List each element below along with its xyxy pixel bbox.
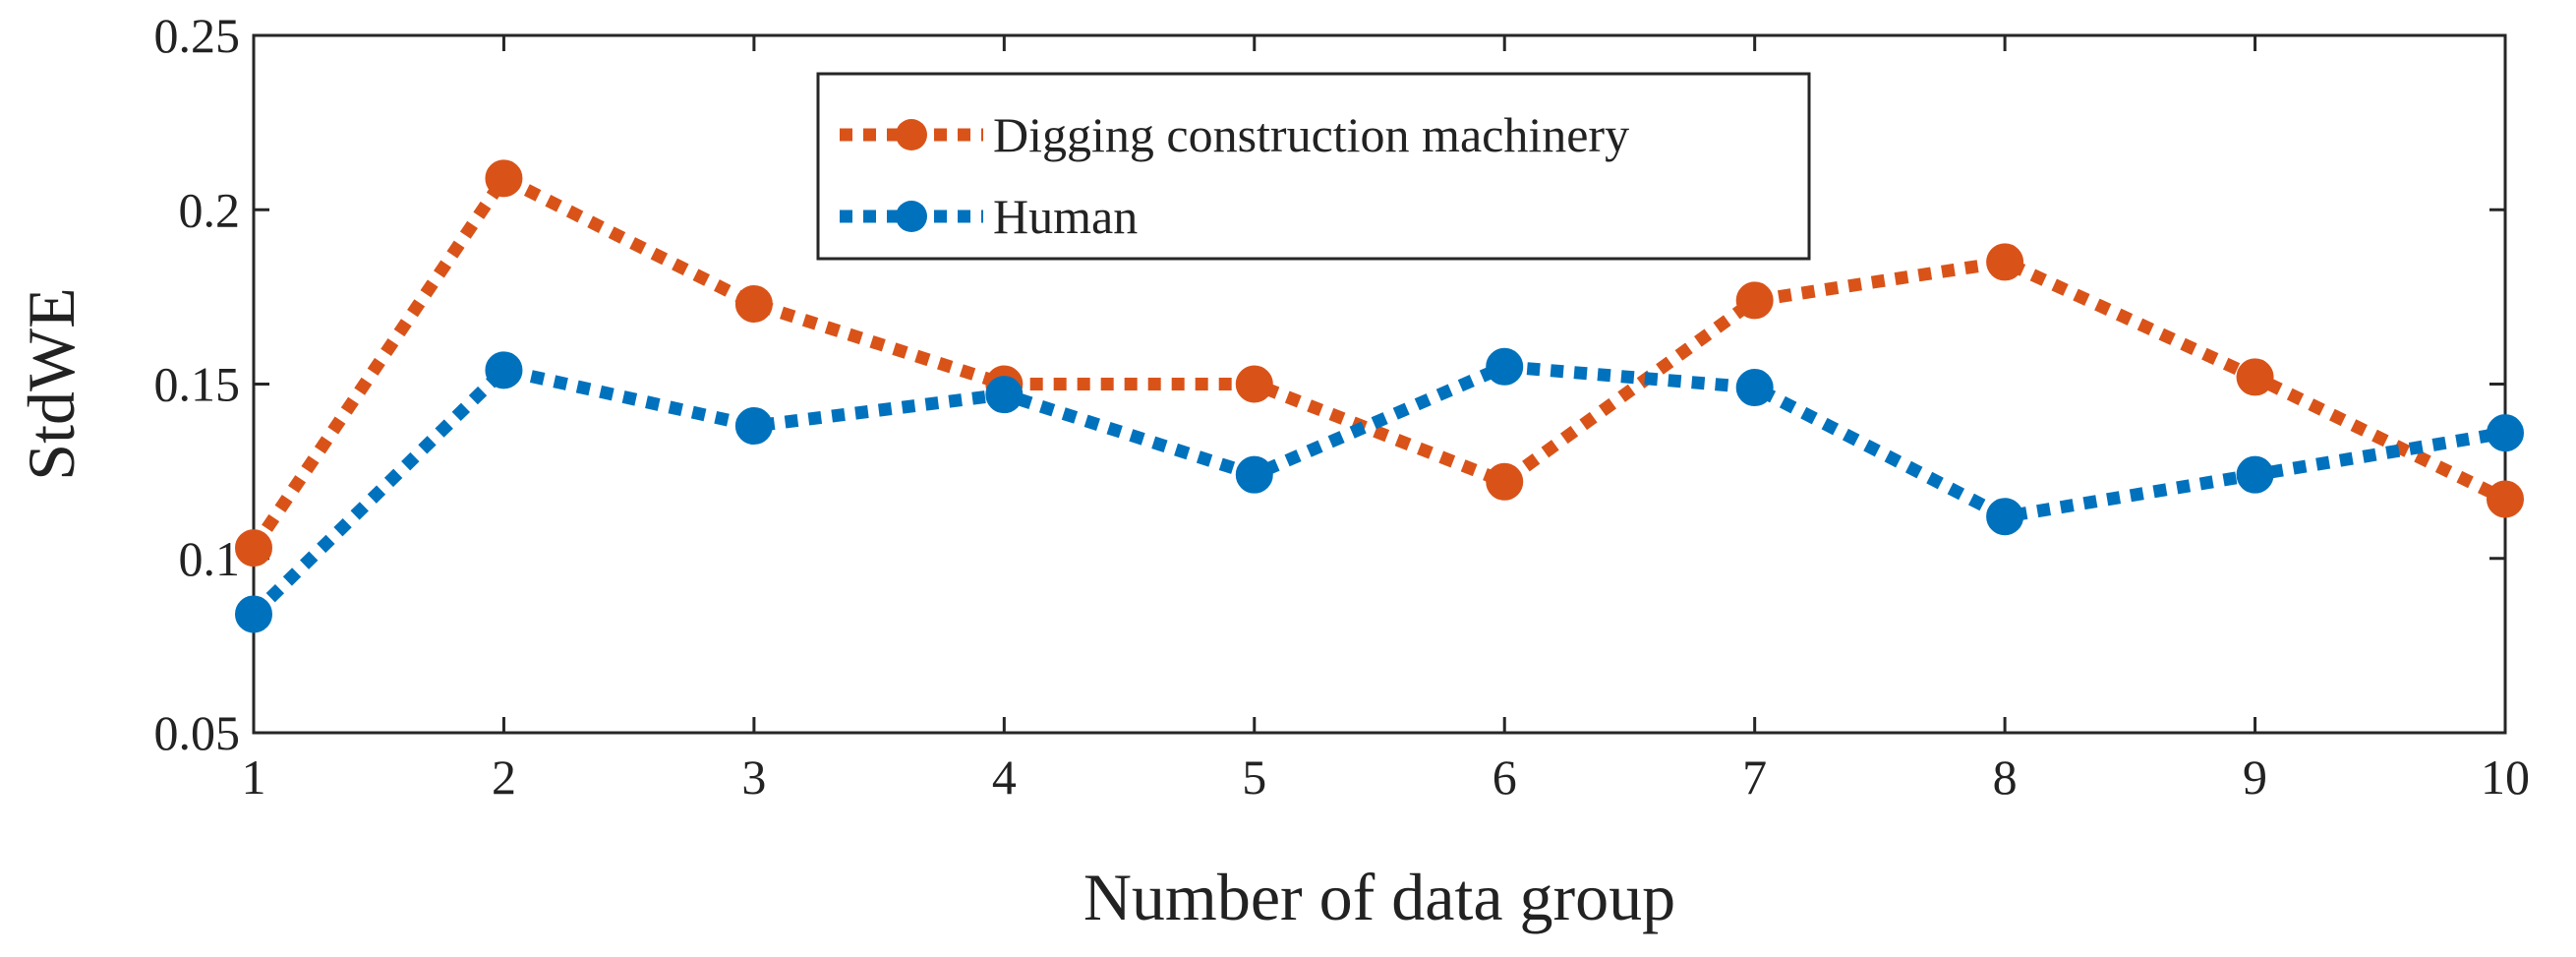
data-point: [1486, 462, 1524, 501]
x-tick-label: 7: [1742, 749, 1767, 805]
data-point: [1486, 347, 1524, 386]
x-tick-label: 6: [1493, 749, 1517, 805]
data-point: [1986, 243, 2024, 281]
data-point: [2236, 455, 2274, 494]
legend-label: Digging construction machinery: [993, 107, 1629, 162]
x-axis-label: Number of data group: [1083, 860, 1675, 934]
legend-swatch-marker: [896, 201, 927, 232]
y-tick-label: 0.15: [154, 357, 241, 412]
legend-swatch-marker: [896, 119, 927, 150]
y-tick-label: 0.1: [179, 531, 241, 586]
x-tick-label: 1: [242, 749, 266, 805]
y-axis-label: StdWE: [14, 287, 88, 480]
x-tick-label: 9: [2243, 749, 2267, 805]
data-point: [985, 376, 1024, 414]
series-group: [235, 159, 2524, 633]
data-point: [734, 407, 773, 446]
y-tick-label: 0.05: [154, 705, 241, 760]
data-point: [1735, 281, 1774, 320]
x-tick-label: 4: [992, 749, 1017, 805]
y-tick-label: 0.2: [179, 182, 241, 237]
data-point: [1235, 455, 1273, 494]
data-point: [1235, 365, 1273, 403]
data-point: [2236, 358, 2274, 396]
x-tick-label: 10: [2481, 749, 2530, 805]
data-point: [1735, 369, 1774, 407]
x-tick-label: 2: [492, 749, 516, 805]
ticks-group: 1 2 3 4 5 6 7 8 9 10 0.05 0.1 0.15 0.2 0.25: [154, 8, 2531, 805]
data-point: [734, 284, 773, 323]
series-line-2: [249, 360, 2507, 620]
x-tick-label: 8: [1993, 749, 2018, 805]
legend-label: Human: [993, 189, 1138, 244]
data-point: [485, 351, 523, 389]
x-tick-label: 5: [1242, 749, 1266, 805]
y-tick-label: 0.25: [154, 8, 241, 63]
data-point: [235, 529, 272, 568]
data-point: [485, 159, 523, 198]
legend-box: [816, 72, 1811, 261]
data-point: [235, 595, 272, 633]
data-point: [2487, 480, 2524, 518]
data-point: [2487, 414, 2524, 452]
legend: Digging construction machinery Human: [816, 72, 1811, 261]
x-tick-label: 3: [741, 749, 766, 805]
series-line-1: [248, 171, 2508, 552]
data-point: [1986, 498, 2024, 536]
